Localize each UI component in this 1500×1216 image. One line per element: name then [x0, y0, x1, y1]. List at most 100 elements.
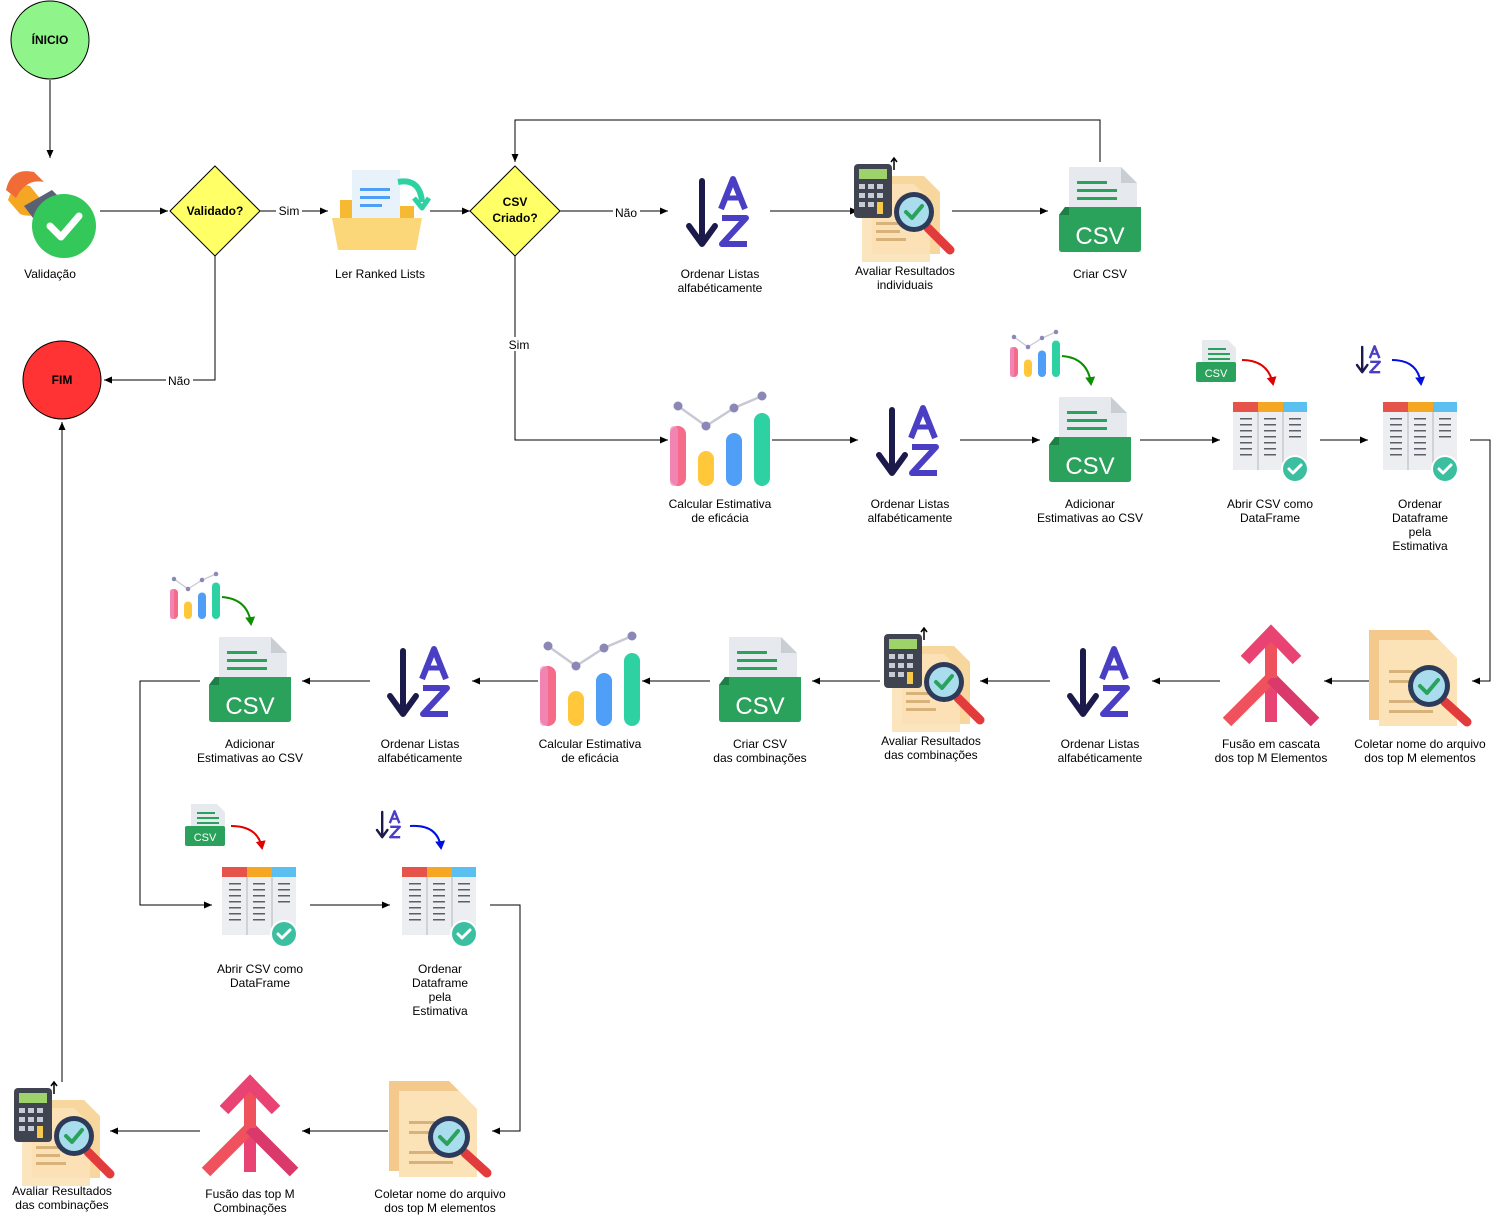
label-abrir-2: Abrir CSV como DataFrame — [217, 962, 303, 990]
dataframe-open-icon — [220, 865, 300, 950]
label-avaliar-1: Avaliar Resultados individuais — [855, 264, 955, 292]
node-avaliar-1[interactable] — [854, 158, 950, 262]
csv-small-icon-text: CSV — [194, 832, 217, 844]
label-criar-csv: Criar CSV — [1073, 267, 1127, 281]
csv-icon-text: CSV — [1075, 223, 1124, 250]
label-calc-1: Calcular Estimativa de eficácia — [669, 497, 772, 525]
dataframe-sort-icon — [1381, 400, 1461, 485]
calculator-report-icon — [884, 628, 980, 732]
label-coletar-1: Coletar nome do arquivo dos top M element… — [1354, 737, 1486, 765]
node-ordenar-3[interactable] — [1070, 649, 1128, 714]
node-avaliar-3[interactable] — [14, 1082, 110, 1186]
node-abrir-1[interactable]: CSV — [1196, 340, 1311, 485]
edge-label-nao-2: Não — [615, 206, 637, 220]
decision-validado-label: Validado? — [187, 204, 244, 218]
edge-csvcriado-calc-sim — [514, 255, 668, 444]
sort-az-icon — [1355, 345, 1382, 374]
edge-validado-fim-nao — [104, 255, 216, 384]
node-coletar-2[interactable] — [389, 1081, 487, 1177]
node-abrir-2[interactable]: CSV — [185, 804, 300, 950]
sort-az-icon — [1070, 649, 1128, 714]
csv-icon-text: CSV — [1065, 453, 1114, 480]
label-ordenar-2: Ordenar Listas alfabéticamente — [868, 497, 953, 525]
node-validacao[interactable] — [6, 171, 96, 258]
node-avaliar-2[interactable] — [884, 628, 980, 732]
dataframe-sort-icon — [400, 865, 480, 950]
node-criar-csv[interactable]: CSV — [1059, 167, 1141, 252]
node-criar-csv-2[interactable]: CSV — [719, 637, 801, 722]
node-adicionar-2[interactable]: CSV — [169, 571, 291, 722]
blue-arrow-icon — [409, 824, 446, 850]
green-arrow-icon — [1061, 355, 1096, 386]
label-coletar-2: Coletar nome do arquivo dos top M element… — [374, 1187, 506, 1215]
sort-az-icon — [879, 408, 937, 473]
merge-arrow-icon — [1227, 633, 1315, 722]
label-calc-2: Calcular Estimativa de eficácia — [539, 737, 642, 765]
node-ordenar-4[interactable] — [390, 649, 448, 714]
red-arrow-icon — [1241, 359, 1277, 386]
stamp-check-icon — [6, 171, 96, 258]
csv-icon-text: CSV — [735, 693, 784, 720]
node-ordenar-df-1[interactable] — [1355, 345, 1461, 485]
blue-arrow-icon — [1391, 359, 1426, 386]
label-ordenar-4: Ordenar Listas alfabéticamente — [378, 737, 463, 765]
edge-criarcsv-loop — [511, 119, 1101, 162]
bar-chart-icon — [169, 571, 221, 620]
edge-label-sim-1: Sim — [279, 204, 300, 218]
label-adicionar-1: Adicionar Estimativas ao CSV — [1037, 497, 1143, 525]
red-arrow-icon — [230, 825, 266, 850]
node-coletar-1[interactable] — [1369, 630, 1467, 726]
node-calc-1[interactable] — [668, 390, 772, 488]
green-arrow-icon — [221, 596, 256, 626]
node-adicionar-1[interactable]: CSV — [1009, 329, 1131, 482]
merge-arrow-icon — [206, 1083, 294, 1172]
label-fusao-1: Fusão em cascata dos top M Elementos — [1215, 737, 1328, 765]
node-labels: Validação Ler Ranked Lists Ordenar Lista… — [12, 264, 1486, 1215]
label-adicionar-2: Adicionar Estimativas ao CSV — [197, 737, 303, 765]
bar-chart-icon — [668, 390, 772, 488]
start-node[interactable]: ÍNICIO — [10, 0, 90, 80]
label-criar-csv-2: Criar CSV das combinações — [713, 737, 806, 765]
dataframe-open-icon — [1231, 400, 1311, 485]
bar-chart-icon — [538, 630, 642, 728]
label-ler-ranked: Ler Ranked Lists — [335, 267, 425, 281]
decision-csv-criado-line1: CSV — [503, 195, 528, 209]
edge-adicionar2-abrir2 — [139, 680, 212, 909]
decision-csv-criado[interactable]: CSV Criado? — [469, 165, 561, 257]
label-ordenar-1: Ordenar Listas alfabéticamente — [678, 267, 763, 295]
calculator-report-icon — [14, 1082, 110, 1186]
decision-validado[interactable]: Validado? — [169, 165, 261, 257]
bar-chart-icon — [1009, 329, 1061, 378]
end-node[interactable]: FIM — [22, 340, 102, 420]
label-avaliar-3: Avaliar Resultados das combinações — [12, 1184, 112, 1212]
folder-document-icon — [332, 170, 429, 250]
label-ordenar-df-1: Ordenar Dataframe pela Estimativa — [1392, 497, 1448, 553]
sort-az-icon — [390, 649, 448, 714]
edge-label-sim-2: Sim — [509, 338, 530, 352]
node-ordenar-1[interactable] — [689, 179, 747, 244]
connectors — [46, 80, 1491, 1135]
edge-label-nao-1: Não — [168, 374, 190, 388]
node-fusao-2[interactable] — [206, 1083, 294, 1172]
calculator-report-icon — [854, 158, 950, 262]
label-validacao: Validação — [24, 267, 76, 281]
label-abrir-1: Abrir CSV como DataFrame — [1227, 497, 1313, 525]
node-ordenar-2[interactable] — [879, 408, 937, 473]
label-ordenar-df-2: Ordenar Dataframe pela Estimativa — [412, 962, 468, 1018]
edge-labels: Sim Não Não Sim — [166, 204, 640, 388]
sort-az-icon — [375, 810, 402, 839]
node-calc-2[interactable] — [538, 630, 642, 728]
label-fusao-2: Fusão das top M Combinações — [205, 1187, 294, 1215]
node-fusao-1[interactable] — [1227, 633, 1315, 722]
label-ordenar-3: Ordenar Listas alfabéticamente — [1058, 737, 1143, 765]
csv-icon-text: CSV — [225, 693, 274, 720]
document-search-icon — [1369, 630, 1467, 726]
decision-csv-criado-line2: Criado? — [492, 211, 537, 225]
node-ler-ranked[interactable] — [332, 170, 429, 250]
node-ordenar-df-2[interactable] — [375, 810, 480, 950]
sort-az-icon — [689, 179, 747, 244]
edge-ordenardf1-coletar1 — [1470, 439, 1491, 685]
edge-ordenardf2-coletar2 — [490, 904, 521, 1135]
label-avaliar-2: Avaliar Resultados das combinações — [881, 734, 981, 762]
